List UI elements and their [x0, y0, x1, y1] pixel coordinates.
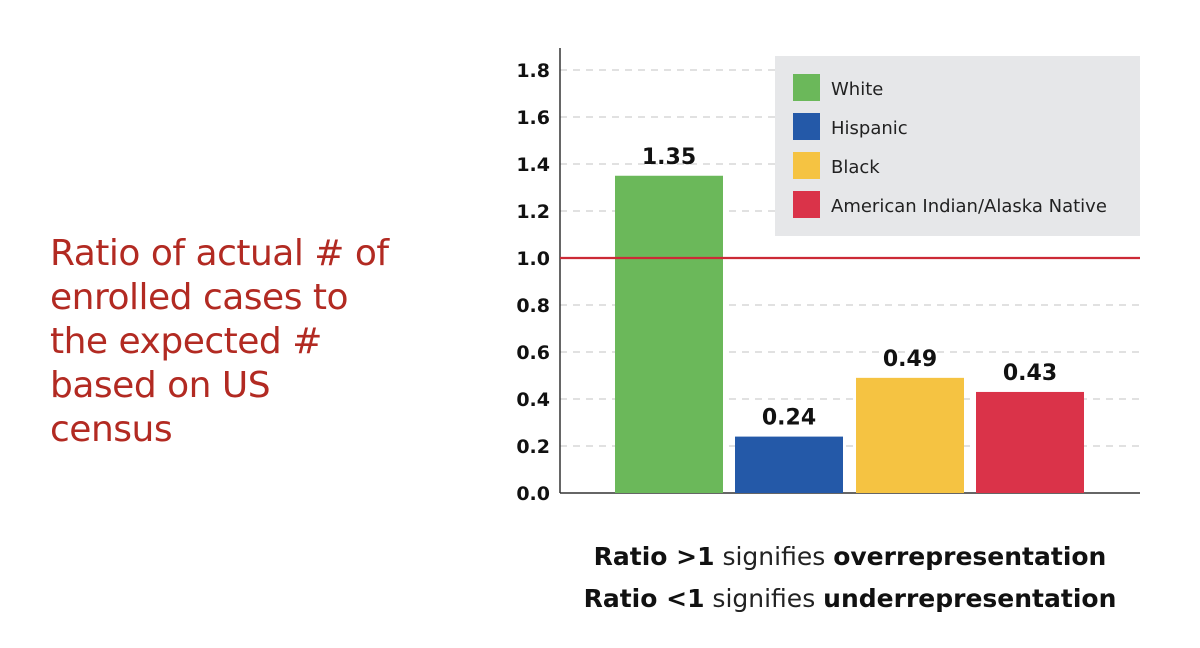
legend-swatch [793, 191, 820, 218]
note-1-bold-term: overrepresentation [833, 542, 1107, 571]
y-tick-label: 0.4 [516, 389, 550, 411]
y-tick-label: 1.8 [516, 60, 550, 82]
y-tick-label: 0.8 [516, 295, 550, 317]
data-label: 0.49 [883, 347, 937, 372]
y-tick-label: 1.0 [516, 248, 550, 270]
bar [615, 175, 723, 493]
bar [856, 377, 964, 493]
note-1-plain: signifies [714, 542, 834, 571]
legend-swatch [793, 74, 820, 101]
data-label: 0.24 [762, 406, 816, 431]
legend-box [775, 56, 1140, 236]
y-tick-label: 0.2 [516, 436, 550, 458]
y-tick-label: 0.0 [516, 483, 550, 505]
legend-label: Hispanic [831, 118, 908, 139]
note-2-bold-ratio: Ratio <1 [583, 584, 705, 613]
side-title: Ratio of actual # of enrolled cases to t… [50, 233, 389, 450]
data-label: 0.43 [1003, 361, 1057, 386]
bar [735, 436, 843, 493]
legend-label: Black [831, 157, 880, 178]
legend-label: White [831, 79, 883, 100]
note-1-bold-ratio: Ratio >1 [593, 542, 715, 571]
data-label: 1.35 [642, 145, 696, 170]
legend-swatch [793, 152, 820, 179]
note-2-bold-term: underrepresentation [823, 584, 1117, 613]
note-overrepresentation: Ratio >1 signifies overrepresentation [520, 542, 1180, 571]
legend-label: American Indian/Alaska Native [831, 196, 1107, 217]
note-2-plain: signifies [704, 584, 824, 613]
y-tick-label: 1.2 [516, 201, 550, 223]
bar [976, 391, 1084, 493]
note-underrepresentation: Ratio <1 signifies underrepresentation [520, 584, 1180, 613]
y-tick-label: 1.4 [516, 154, 550, 176]
y-tick-label: 0.6 [516, 342, 550, 364]
legend-swatch [793, 113, 820, 140]
y-tick-label: 1.6 [516, 107, 550, 129]
